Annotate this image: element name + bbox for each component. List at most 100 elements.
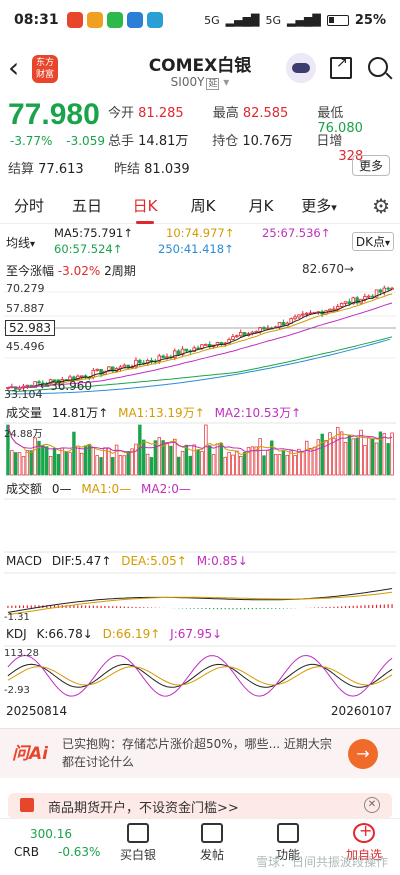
volume-bar (64, 450, 68, 476)
volume-bar (250, 446, 255, 476)
high-cell: 最高 82.585 (213, 102, 310, 136)
volume-header-value: 14.81万↑ (51, 406, 109, 420)
macd-header-label[interactable]: MACD (6, 554, 42, 568)
volume-bar (83, 445, 88, 476)
add-watchlist-button[interactable]: 加自选 (334, 821, 394, 863)
functions-button[interactable]: 功能 (258, 823, 318, 863)
promo-text: 商品期货开户，不设资金门槛>> (48, 801, 239, 816)
ma-selector[interactable]: 均线▾ (6, 234, 35, 251)
ai-assistant-bar[interactable]: 问Ai 已实抱购：存储芯片涨价超50%，哪些... 近期大宗都在讨论什么 → (0, 728, 400, 778)
buy-silver-button[interactable]: 买白银 (108, 823, 168, 863)
volume-bar (52, 447, 57, 476)
symbol-code-text: SI00Y (170, 75, 205, 89)
volume-bar (130, 448, 134, 476)
low-cell: 最低 76.080 (317, 102, 392, 136)
volume-bar (200, 451, 204, 476)
kdj-chart[interactable] (0, 645, 400, 701)
signal-icon: ▂▄▆█ (287, 13, 321, 27)
volume-bar (211, 454, 216, 476)
app-logo[interactable]: 东方财富 (32, 55, 58, 83)
candlestick-chart[interactable] (0, 272, 400, 400)
low-label: 最低 (317, 106, 344, 121)
promo-banner[interactable]: 商品期货开户，不设资金门槛>> ✕ (8, 793, 392, 819)
tab-monthly-k[interactable]: 月K (248, 197, 274, 215)
arrow-right-icon[interactable]: → (348, 739, 378, 769)
volume-bar (153, 440, 158, 476)
volume-bar (91, 447, 96, 476)
crb-index[interactable]: 300.16 CRB -0.63% (14, 827, 100, 859)
candle-body (126, 364, 130, 368)
more-button[interactable]: 更多 (351, 155, 390, 176)
candle-body (200, 344, 204, 349)
crosshair-price: 52.983 (5, 320, 55, 336)
post-label: 发帖 (199, 848, 224, 862)
volume-bar (254, 446, 258, 476)
tab-daily-k[interactable]: 日K (116, 195, 174, 224)
chevron-down-icon: ▾ (384, 238, 390, 249)
volume-bar (134, 443, 138, 476)
start-date: 20250814 (6, 704, 68, 718)
candle-body (68, 376, 72, 382)
candle-body (374, 289, 379, 298)
tab-more[interactable]: 更多▾ (290, 195, 348, 216)
volume-bar (219, 443, 224, 476)
open-value: 81.285 (138, 106, 184, 121)
volume-bar (17, 452, 22, 476)
post-button[interactable]: 发帖 (182, 823, 242, 863)
turnover-ma1: MA1:0— (81, 482, 132, 496)
volume-chart[interactable] (0, 422, 400, 476)
close-icon[interactable]: ✕ (364, 797, 380, 813)
turnover-header-label[interactable]: 成交额 (6, 482, 43, 496)
volume-bar (374, 442, 379, 476)
clock: 08:31 (14, 12, 59, 28)
candle-body (297, 314, 301, 318)
volume-bar (25, 450, 30, 476)
tab-five-day[interactable]: 五日 (71, 197, 102, 215)
tab-intraday[interactable]: 分时 (13, 197, 44, 215)
macd-chart[interactable] (0, 572, 400, 624)
network-label-2: 5G (265, 13, 282, 27)
tab-weekly-k[interactable]: 周K (190, 197, 216, 215)
back-icon[interactable]: ‹ (8, 51, 20, 84)
turnover-chart[interactable] (0, 498, 400, 554)
ai-prompt-text: 已实抱购：存储芯片涨价超50%，哪些... 近期大宗都在讨论什么 (62, 737, 332, 769)
volume-bar (184, 444, 189, 476)
candle-body (367, 295, 371, 298)
kdj-header-label[interactable]: KDJ (6, 627, 27, 641)
gear-icon[interactable]: ⚙ (372, 193, 390, 218)
volume-bar (320, 433, 324, 476)
price-axis-bottom: 33.104 (4, 388, 43, 401)
volume-bar (76, 445, 80, 476)
volume-bar (138, 424, 142, 476)
dk-point-label: DK点 (355, 235, 385, 249)
status-right: 5G ▂▄▆█ 5G ▂▄▆█ 25% (204, 13, 386, 28)
macd-dif: DIF:5.47↑ (51, 554, 112, 568)
ai-logo: 问Ai (12, 744, 48, 764)
volume-bar (60, 447, 64, 476)
candle-body (110, 366, 115, 372)
candle-body (355, 297, 359, 304)
candle-body (184, 348, 189, 352)
chevron-down-icon: ▾ (30, 239, 36, 250)
candle-body (173, 350, 177, 358)
robot-assistant-icon[interactable] (286, 53, 316, 83)
volume-bar (204, 424, 208, 476)
volume-header-label[interactable]: 成交量 (6, 406, 43, 420)
volume-bar (45, 446, 49, 476)
volume-bar (336, 427, 340, 476)
candle-body (258, 327, 262, 332)
range-stats-pct: -3.02% (57, 264, 101, 278)
dk-point-button[interactable]: DK点▾ (351, 232, 394, 251)
price-axis-3: 45.496 (6, 340, 45, 353)
app-notification-icon (66, 12, 83, 28)
share-icon[interactable] (330, 55, 352, 79)
signal-icon: ▂▄▆█ (225, 13, 260, 27)
ma60-line (7, 336, 393, 392)
symbol-code[interactable]: SI00Y 延 ▾ (0, 75, 400, 90)
prev-settlement-value: 81.039 (144, 162, 190, 177)
settlement-value: 77.613 (38, 162, 84, 177)
volume-bar (29, 450, 33, 476)
price-axis-2: 57.887 (6, 302, 45, 315)
volume-bar (114, 444, 119, 476)
search-icon[interactable] (368, 57, 388, 77)
